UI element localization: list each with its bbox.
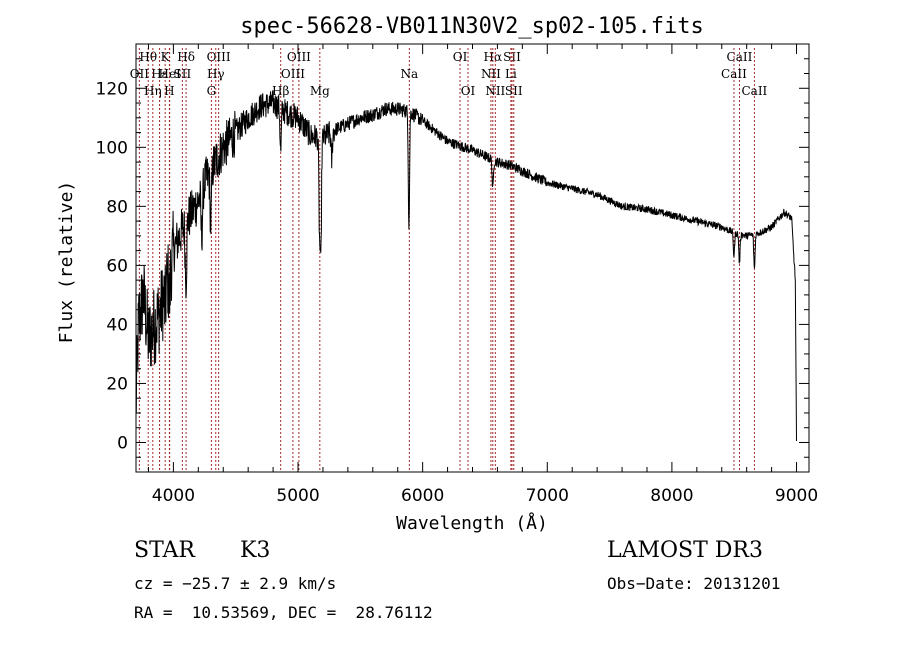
line-label: SII xyxy=(503,50,521,64)
line-label: Hγ xyxy=(207,67,225,81)
y-axis-label: Flux (relative) xyxy=(56,181,77,344)
line-label: H xyxy=(164,84,174,98)
line-label: SII xyxy=(505,84,523,98)
y-tick-label: 100 xyxy=(96,138,128,158)
coordinates-text: RA = 10.53569, DEC = 28.76112 xyxy=(134,603,433,622)
line-label: OIII xyxy=(281,67,305,81)
line-label: Hθ xyxy=(139,50,157,64)
spectrum-line xyxy=(135,90,797,442)
line-label: Hε xyxy=(151,67,168,81)
y-tick-label: 120 xyxy=(96,79,128,99)
line-label: Hη xyxy=(144,84,162,98)
line-label: Mg xyxy=(310,84,330,98)
plot-frame xyxy=(135,43,810,473)
line-label: Na xyxy=(400,67,418,81)
object-class: STAR xyxy=(134,538,195,563)
x-tick-label: 5000 xyxy=(276,486,319,506)
line-label: Hδ xyxy=(177,50,195,64)
line-label: NII xyxy=(481,67,501,81)
x-tick-label: 7000 xyxy=(526,486,569,506)
line-label: NII xyxy=(485,84,505,98)
y-tick-label: 40 xyxy=(106,315,128,335)
x-axis-label: Wavelength (Å) xyxy=(396,512,548,534)
x-tick-label: 8000 xyxy=(650,486,693,506)
y-tick-label: 20 xyxy=(106,374,128,394)
survey-name: LAMOST DR3 xyxy=(607,538,763,563)
y-tick-label: 80 xyxy=(106,197,128,217)
line-label: CaII xyxy=(721,67,747,81)
spectral-subclass: K3 xyxy=(240,538,271,563)
redshift-text: cz = −25.7 ± 2.9 km/s xyxy=(134,574,337,593)
line-label: CaII xyxy=(727,50,753,64)
line-label: SII xyxy=(174,67,192,81)
obs-date-text: Obs−Date: 20131201 xyxy=(607,574,781,593)
line-label: Hα xyxy=(484,50,503,64)
x-tick-label: 4000 xyxy=(152,486,195,506)
line-label: G xyxy=(207,84,217,98)
y-tick-label: 0 xyxy=(117,433,128,453)
y-tick-label: 60 xyxy=(106,256,128,276)
x-tick-label: 9000 xyxy=(775,486,818,506)
line-label: OI xyxy=(453,50,468,64)
line-label: Li xyxy=(505,67,517,81)
x-tick-label: 6000 xyxy=(401,486,444,506)
chart-title: spec-56628-VB011N30V2_sp02-105.fits xyxy=(240,14,704,39)
y-axis: 0 20 40 60 80 100 120 xyxy=(96,58,809,473)
line-label: OI xyxy=(461,84,476,98)
line-label: OIII xyxy=(207,50,231,64)
line-label: OIII xyxy=(287,50,311,64)
line-label: CaII xyxy=(741,84,767,98)
line-label: Hβ xyxy=(272,84,289,98)
line-label: K xyxy=(161,50,171,64)
x-axis: 4000 5000 6000 7000 8000 9000 xyxy=(147,44,818,506)
